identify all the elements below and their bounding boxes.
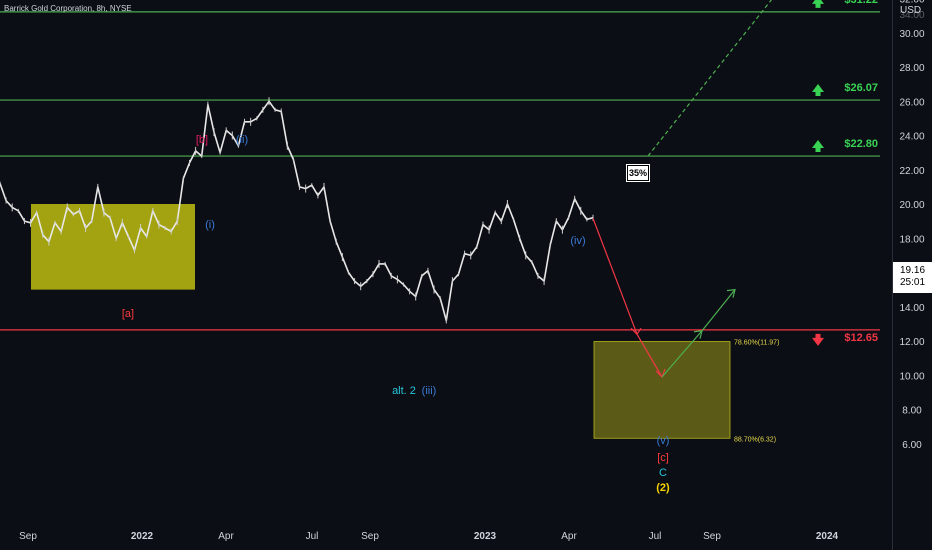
up-arrow-icon bbox=[812, 140, 824, 153]
wave-label-5: alt. 2 bbox=[392, 385, 416, 397]
price-axis-border bbox=[892, 0, 893, 550]
up-arrow-icon bbox=[812, 84, 824, 97]
x-tick-7: Jul bbox=[649, 531, 662, 542]
wave-label-1: (ii) bbox=[236, 134, 248, 146]
x-tick-6: Apr bbox=[561, 531, 577, 542]
y-tick-12: 30.00 bbox=[899, 29, 924, 40]
current-price-value: 19.16 bbox=[899, 265, 926, 276]
x-tick-3: Jul bbox=[306, 531, 319, 542]
percent-gain-label: 35% bbox=[626, 164, 650, 182]
y-tick-2: 10.00 bbox=[899, 371, 924, 382]
projection-up-1 bbox=[661, 330, 703, 378]
y-tick-10: 26.00 bbox=[899, 97, 924, 108]
y-tick-4: 14.00 bbox=[899, 303, 924, 314]
target-label-1: $26.07 bbox=[844, 82, 878, 94]
wave-label-0: [b] bbox=[196, 134, 208, 146]
projection-up-arrowhead-1 bbox=[693, 330, 703, 339]
x-tick-4: Sep bbox=[361, 531, 379, 542]
projection-down-1 bbox=[592, 218, 638, 335]
price-series-line bbox=[0, 100, 594, 322]
x-tick-8: Sep bbox=[703, 531, 721, 542]
symbol-header: Barrick Gold Corporation, 8h, NYSE bbox=[4, 4, 132, 13]
x-tick-2: Apr bbox=[218, 531, 234, 542]
x-tick-5: 2023 bbox=[474, 531, 497, 542]
y-tick-3: 12.00 bbox=[899, 337, 924, 348]
wave-label-10: (2) bbox=[656, 482, 670, 494]
y-tick-0: 6.00 bbox=[902, 440, 922, 451]
projection-mid-arrowhead bbox=[630, 327, 642, 336]
wave-label-2: (i) bbox=[205, 219, 215, 231]
bar-countdown: 25:01 bbox=[899, 277, 926, 288]
x-tick-1: 2022 bbox=[131, 531, 154, 542]
target-label-3: $12.65 bbox=[844, 332, 878, 344]
fib-label-786: 78.60%(11.97) bbox=[734, 340, 779, 347]
wave-label-7: (v) bbox=[657, 435, 670, 447]
current-price-badge: 19.16 25:01 bbox=[893, 262, 932, 293]
wave-label-3: [a] bbox=[122, 308, 134, 320]
x-tick-0: Sep bbox=[19, 531, 37, 542]
y-tick-1: 8.00 bbox=[902, 406, 922, 417]
wave-label-4: (iv) bbox=[570, 235, 585, 247]
wave-label-9: C bbox=[659, 467, 667, 479]
projection-down-2 bbox=[636, 333, 663, 378]
projection-dashed bbox=[647, 0, 772, 157]
projection-up-arrowhead-2 bbox=[726, 288, 736, 298]
x-tick-9: 2024 bbox=[816, 531, 839, 542]
up-arrow-icon bbox=[812, 0, 824, 8]
y-tick-6: 18.00 bbox=[899, 234, 924, 245]
down-arrow-icon bbox=[812, 333, 824, 346]
y-tick-top: 34.00 bbox=[899, 10, 924, 21]
target-label-2: $22.80 bbox=[844, 138, 878, 150]
y-tick-11: 28.00 bbox=[899, 63, 924, 74]
wave-a-zone bbox=[31, 204, 195, 290]
y-tick-13: 32.00 bbox=[899, 0, 924, 6]
y-tick-8: 22.00 bbox=[899, 166, 924, 177]
projection-up-2 bbox=[701, 289, 736, 332]
y-tick-9: 24.00 bbox=[899, 132, 924, 143]
wave-label-6: (iii) bbox=[422, 385, 437, 397]
currency-label: USD bbox=[900, 5, 922, 16]
y-tick-7: 20.00 bbox=[899, 200, 924, 211]
target-zone bbox=[593, 341, 731, 439]
wave-label-8: [c] bbox=[657, 452, 669, 464]
fib-label-887: 88.70%(6.32) bbox=[734, 436, 776, 443]
target-label-0: $31.22 bbox=[844, 0, 878, 6]
